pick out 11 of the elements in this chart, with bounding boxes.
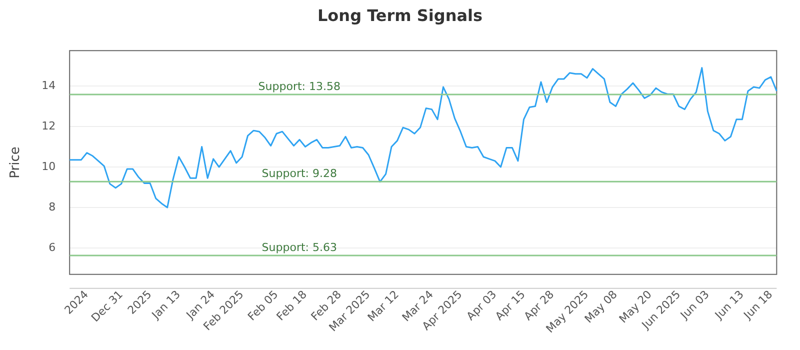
y-tick-label: 8 — [48, 200, 56, 214]
y-tick-label: 10 — [42, 160, 56, 173]
x-tick-label: Dec 31 — [88, 288, 126, 325]
y-axis-title: Price — [8, 146, 24, 178]
y-tick-label: 12 — [42, 119, 56, 132]
chart-title: Long Term Signals — [316, 5, 484, 27]
ref-line-label: Support: 13.58 — [258, 80, 340, 93]
ref-line-label: Support: 9.28 — [262, 166, 337, 180]
y-tick-label: 6 — [48, 240, 56, 254]
y-tick-label: 14 — [42, 78, 56, 92]
ref-line-label: Support: 5.63 — [262, 240, 337, 254]
